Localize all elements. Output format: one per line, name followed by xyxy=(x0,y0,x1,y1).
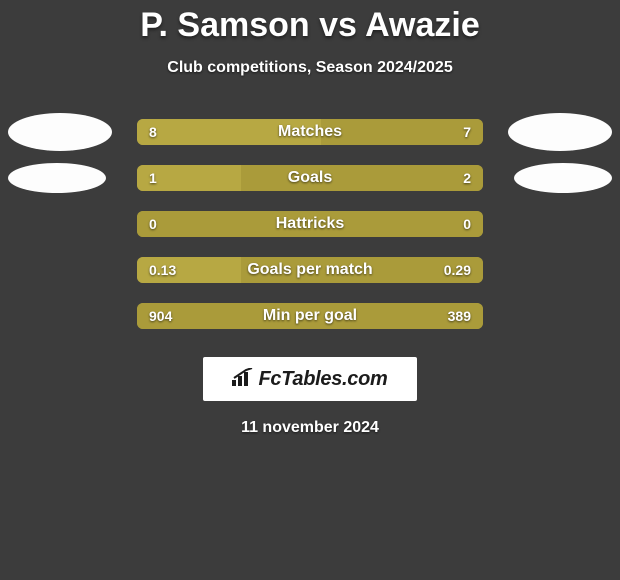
bar-left-fill xyxy=(137,119,321,145)
comparison-row: 87Matches xyxy=(0,109,620,155)
value-right: 7 xyxy=(463,124,471,140)
avatar-right xyxy=(514,163,612,193)
value-left: 0 xyxy=(149,216,157,232)
avatar-left xyxy=(8,163,106,193)
value-left: 1 xyxy=(149,170,157,186)
bar-track: 904389Min per goal xyxy=(137,303,483,329)
value-left: 0.13 xyxy=(149,262,176,278)
avatar-right xyxy=(508,113,612,151)
bar-right-fill xyxy=(241,165,483,191)
comparison-row: 00Hattricks xyxy=(0,201,620,247)
chart-icon xyxy=(232,368,254,391)
bar-track: 87Matches xyxy=(137,119,483,145)
value-right: 389 xyxy=(448,308,471,324)
bar-track: 00Hattricks xyxy=(137,211,483,237)
bar-right-fill xyxy=(137,303,483,329)
logo-text: FcTables.com xyxy=(258,368,387,391)
logo-box: FcTables.com xyxy=(203,357,417,401)
bar-track: 12Goals xyxy=(137,165,483,191)
comparison-page: P. Samson vs Awazie Club competitions, S… xyxy=(0,0,620,580)
comparison-row: 12Goals xyxy=(0,155,620,201)
avatar-left xyxy=(8,113,112,151)
bar-track: 0.130.29Goals per match xyxy=(137,257,483,283)
value-left: 8 xyxy=(149,124,157,140)
bar-right-fill xyxy=(137,211,483,237)
value-right: 0.29 xyxy=(444,262,471,278)
value-left: 904 xyxy=(149,308,172,324)
value-right: 2 xyxy=(463,170,471,186)
date-label: 11 november 2024 xyxy=(0,419,620,437)
comparison-row: 0.130.29Goals per match xyxy=(0,247,620,293)
logo-inner: FcTables.com xyxy=(232,368,387,391)
comparison-row: 904389Min per goal xyxy=(0,293,620,339)
value-right: 0 xyxy=(463,216,471,232)
bar-right-fill xyxy=(321,119,483,145)
page-title: P. Samson vs Awazie xyxy=(0,0,620,45)
comparison-bars: 87Matches12Goals00Hattricks0.130.29Goals… xyxy=(0,109,620,339)
page-subtitle: Club competitions, Season 2024/2025 xyxy=(0,59,620,77)
